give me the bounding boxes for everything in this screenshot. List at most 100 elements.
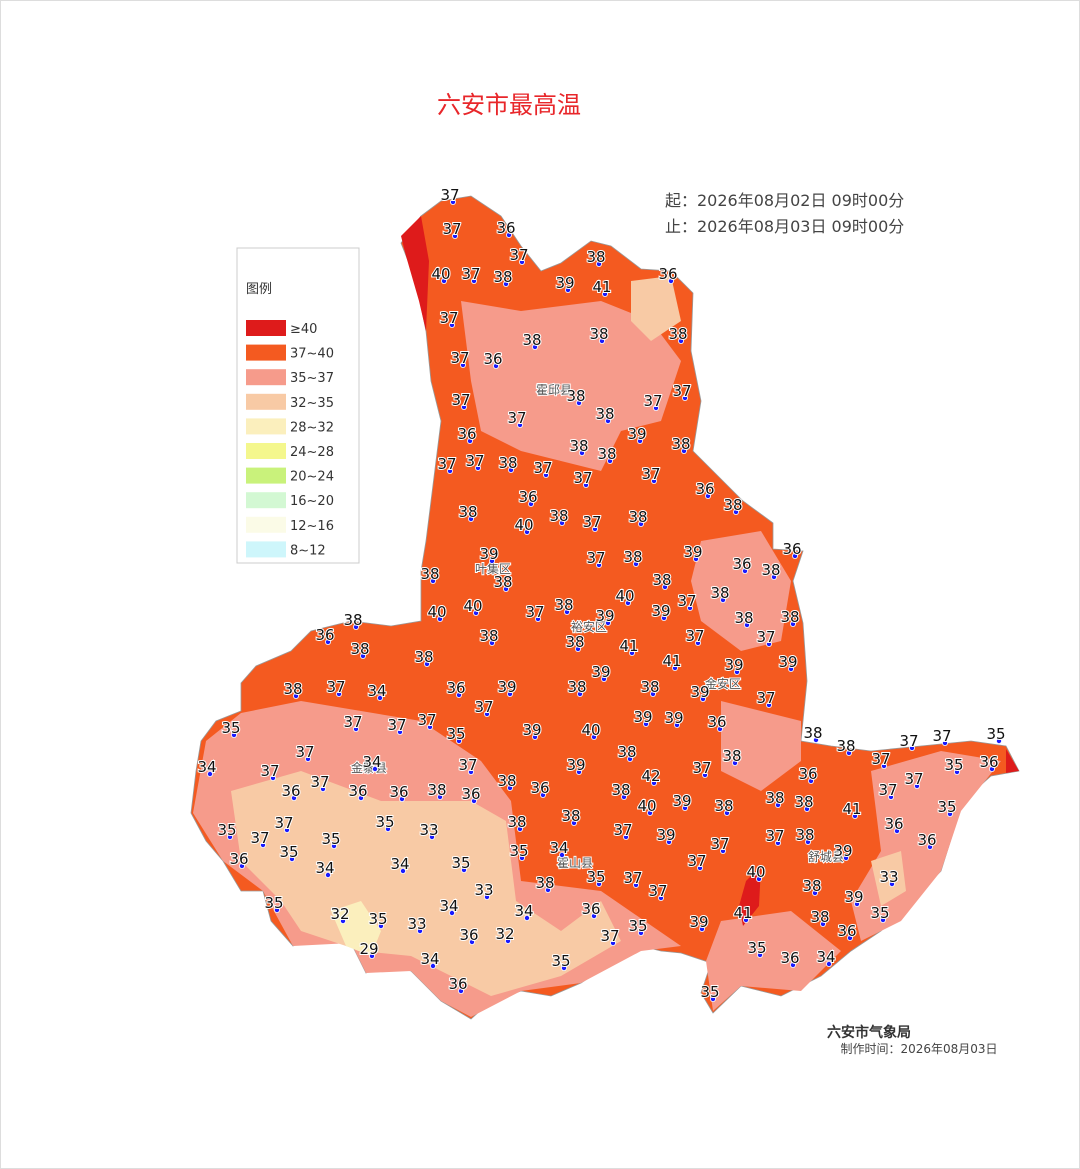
station-value: 38 [623, 548, 642, 566]
station-value: 36 [884, 815, 903, 833]
station-dot [352, 624, 359, 631]
station-value: 37 [613, 821, 632, 839]
station-dot [682, 805, 689, 812]
station-value: 37 [573, 469, 592, 487]
station-dot [927, 844, 934, 851]
station-dot [909, 745, 916, 752]
legend-label: 28~32 [290, 420, 334, 435]
station-dot [687, 605, 694, 612]
station-dot [507, 466, 514, 473]
legend-swatch [246, 516, 286, 533]
station-value: 39 [555, 274, 574, 292]
station-value: 36 [281, 782, 300, 800]
station-value: 38 [723, 496, 742, 514]
district-name: 霍邱县 [536, 383, 572, 397]
station-value: 35 [944, 756, 963, 774]
station-dot [674, 722, 681, 729]
station-dot [330, 843, 337, 850]
station-dot [517, 421, 524, 428]
station-value: 38 [668, 325, 687, 343]
station-dot [579, 449, 586, 456]
station-value: 37 [623, 869, 642, 887]
station-value: 35 [986, 725, 1005, 743]
station-value: 36 [979, 753, 998, 771]
legend-swatch [246, 443, 286, 459]
station-value: 38 [493, 573, 512, 591]
station-value: 40 [514, 516, 533, 534]
station-dot [775, 802, 782, 809]
station-value: 37 [871, 750, 890, 768]
station-value: 36 [695, 480, 714, 498]
station-dot [436, 794, 443, 801]
station-dot [601, 676, 608, 683]
station-value: 37 [533, 459, 552, 477]
station-dot [206, 771, 213, 778]
station-dot [666, 839, 673, 846]
temperature-zone [691, 531, 791, 651]
station-value: 37 [310, 773, 329, 791]
station-dot [559, 852, 566, 859]
station-value: 38 [795, 826, 814, 844]
station-value: 37 [899, 732, 918, 750]
station-dot [416, 928, 423, 935]
station-dot [605, 620, 612, 627]
station-dot [627, 756, 634, 763]
station-dot [808, 778, 815, 785]
station-value: 39 [497, 678, 516, 696]
station-value: 36 [457, 425, 476, 443]
station-dot [681, 447, 688, 454]
station-value: 35 [321, 830, 340, 848]
legend-swatch [246, 369, 286, 386]
station-value: 34 [315, 859, 334, 877]
station-dot [455, 692, 462, 699]
station-value: 36 [837, 922, 856, 940]
station-value: 36 [483, 350, 502, 368]
station-dot [596, 260, 603, 267]
station-dot [448, 321, 455, 328]
station-value: 37 [343, 713, 362, 731]
station-value: 35 [551, 952, 570, 970]
station-value: 36 [707, 713, 726, 731]
station-value: 38 [671, 435, 690, 453]
station-value: 35 [870, 904, 889, 922]
station-dot [651, 780, 658, 787]
station-dot [524, 529, 531, 536]
station-value: 37 [250, 829, 269, 847]
station-dot [528, 500, 535, 507]
station-value: 38 [628, 508, 647, 526]
station-value: 39 [651, 602, 670, 620]
station-value: 38 [414, 648, 433, 666]
station-dot [954, 769, 961, 776]
district-name: 金寨县 [351, 760, 387, 775]
station-dot [699, 926, 706, 933]
legend-label: ≥40 [290, 322, 317, 337]
station-value: 38 [780, 608, 799, 626]
station-dot [826, 961, 833, 968]
station-dot [519, 258, 526, 265]
station-dot [813, 737, 820, 744]
legend-label: 24~28 [290, 445, 334, 460]
station-value: 36 [229, 850, 248, 868]
station-dot [564, 609, 571, 616]
station-dot [602, 290, 609, 297]
station-dot [371, 766, 378, 773]
station-value: 36 [389, 783, 408, 801]
station-dot [459, 361, 466, 368]
station-dot [483, 894, 490, 901]
station-dot [820, 921, 827, 928]
station-dot [396, 729, 403, 736]
legend-label: 35~37 [290, 371, 334, 386]
station-value: 34 [390, 855, 409, 873]
station-dot [273, 907, 280, 914]
station-dot [790, 621, 797, 628]
station-dot [693, 556, 700, 563]
station-dot [399, 868, 406, 875]
station-value: 39 [522, 721, 541, 739]
station-dot [942, 740, 949, 747]
station-value: 38 [554, 596, 573, 614]
station-value: 37 [439, 309, 458, 327]
station-dot [565, 286, 572, 293]
district-name: 舒城县 [808, 850, 844, 864]
station-value: 38 [420, 565, 439, 583]
